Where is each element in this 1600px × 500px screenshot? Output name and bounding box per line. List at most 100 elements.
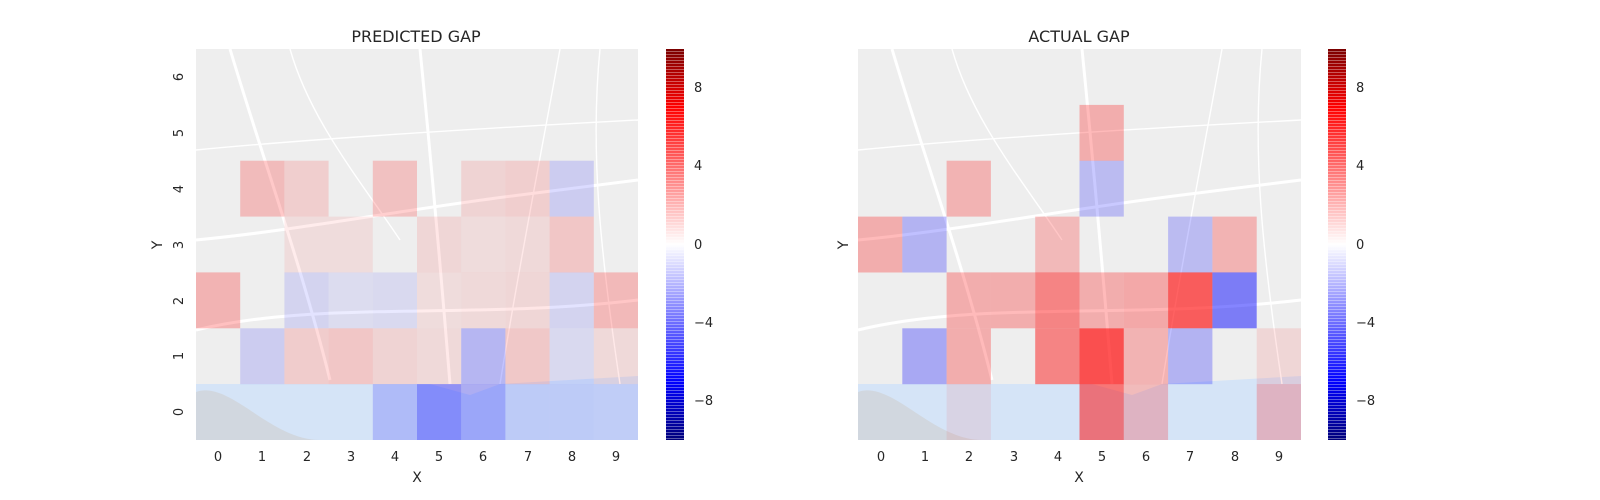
heatmap-cell xyxy=(372,272,417,329)
heatmap-cell xyxy=(549,328,594,385)
heatmap-cell xyxy=(372,384,417,440)
heatmap-cell xyxy=(1168,328,1213,385)
heatmap-cell xyxy=(1256,328,1301,385)
heatmap-cell xyxy=(240,160,285,217)
y-tick-label: 3 xyxy=(172,241,187,249)
heatmap-cell xyxy=(505,384,550,440)
x-tick-label: 6 xyxy=(1142,450,1150,465)
x-tick-label: 0 xyxy=(214,450,222,465)
chart-title: PREDICTED GAP xyxy=(351,27,481,46)
heatmap-cell xyxy=(461,272,506,329)
x-axis-label: X xyxy=(412,470,422,486)
x-tick-label: 9 xyxy=(1275,450,1283,465)
heatmap-cells xyxy=(196,160,638,440)
heatmap-cell xyxy=(593,272,638,329)
heatmap-cell xyxy=(902,328,947,385)
colorbar-tick-label: 0 xyxy=(694,238,702,253)
heatmap-cell xyxy=(328,272,373,329)
x-tick-label: 6 xyxy=(479,450,487,465)
y-tick-label: 6 xyxy=(172,73,187,81)
heatmap-cell xyxy=(549,160,594,217)
colorbar-tick-label: −8 xyxy=(694,394,713,409)
colorbar-tick-label: 4 xyxy=(1356,159,1364,174)
heatmap-cell xyxy=(1256,384,1301,440)
heatmap-cell xyxy=(946,384,991,440)
heatmap-cell xyxy=(1079,384,1124,440)
actual-gap-panel: ACTUAL GAP 0 1 2 3 4 5 6 7 8 9 X xyxy=(836,27,1375,486)
heatmap-cell xyxy=(946,160,991,217)
x-tick-label: 7 xyxy=(1186,450,1194,465)
heatmap-cell xyxy=(1123,328,1169,385)
heatmap-cell xyxy=(1168,272,1213,329)
heatmap-cell xyxy=(1079,104,1124,161)
heatmap-cell xyxy=(549,272,594,329)
heatmap-cell xyxy=(284,328,329,385)
x-tick-label: 5 xyxy=(435,450,443,465)
x-tick-label: 2 xyxy=(303,450,311,465)
heatmap-cell xyxy=(505,160,550,217)
x-axis: 0 1 2 3 4 5 6 7 8 9 X xyxy=(214,450,620,486)
heatmap-cell xyxy=(196,272,241,329)
heatmap-cell xyxy=(284,160,329,217)
heatmap-cell xyxy=(1079,160,1124,217)
heatmap-cell xyxy=(372,328,417,385)
x-tick-label: 4 xyxy=(391,450,399,465)
heatmap-cell xyxy=(372,160,417,217)
heatmap-cell xyxy=(1123,272,1169,329)
colorbar-tick-label: −8 xyxy=(1356,394,1375,409)
heatmap-cell xyxy=(1212,272,1257,329)
y-tick-label: 1 xyxy=(172,352,187,360)
x-tick-label: 5 xyxy=(1098,450,1106,465)
y-axis-label: Y xyxy=(836,240,852,250)
heatmap-cell xyxy=(1079,272,1124,329)
chart-title: ACTUAL GAP xyxy=(1028,27,1130,46)
y-tick-label: 4 xyxy=(172,185,187,193)
heatmap-cell xyxy=(593,384,638,440)
heatmap-cell xyxy=(1123,384,1169,440)
y-axis-label: Y xyxy=(150,240,166,250)
heatmap-cell xyxy=(505,272,550,329)
heatmap-cell xyxy=(946,272,991,329)
y-tick-label: 0 xyxy=(172,408,187,416)
x-tick-label: 8 xyxy=(568,450,576,465)
heatmap-cell xyxy=(990,272,1036,329)
y-tick-label: 5 xyxy=(172,129,187,137)
colorbar-tick-label: −4 xyxy=(694,316,713,331)
colorbar: 8 4 0 −4 −8 xyxy=(666,49,713,440)
heatmap-cell xyxy=(593,328,638,385)
heatmap-cell xyxy=(549,384,594,440)
heatmap-cell xyxy=(417,384,462,440)
heatmap-cell xyxy=(240,328,285,385)
heatmap-cell xyxy=(549,216,594,273)
colorbar-tick-label: −4 xyxy=(1356,316,1375,331)
heatmap-cell xyxy=(858,216,903,273)
colorbar-tick-label: 4 xyxy=(694,159,702,174)
heatmap-cell xyxy=(1079,328,1124,385)
x-tick-label: 7 xyxy=(524,450,532,465)
heatmap-cell xyxy=(461,384,506,440)
heatmap-cell xyxy=(417,328,462,385)
heatmap-cell xyxy=(417,272,462,329)
heatmap-cell xyxy=(1035,328,1080,385)
heatmap-cells xyxy=(858,104,1301,440)
heatmap-cell xyxy=(284,272,329,329)
heatmap-cell xyxy=(1212,216,1257,273)
heatmap-cell xyxy=(946,328,991,385)
heatmap-cell xyxy=(328,216,373,273)
colorbar-tick-label: 0 xyxy=(1356,238,1364,253)
x-tick-label: 1 xyxy=(258,450,266,465)
heatmap-cell xyxy=(461,328,506,385)
x-tick-label: 0 xyxy=(877,450,885,465)
x-tick-label: 1 xyxy=(921,450,929,465)
colorbar: 8 4 0 −4 −8 xyxy=(1328,49,1375,440)
map-background xyxy=(195,48,639,440)
x-tick-label: 9 xyxy=(612,450,620,465)
heatmap-cell xyxy=(505,328,550,385)
x-tick-label: 3 xyxy=(1010,450,1018,465)
heatmap-cell xyxy=(505,216,550,273)
colorbar-tick-label: 8 xyxy=(1356,81,1364,96)
heatmap-cell xyxy=(1035,272,1080,329)
y-axis: Y xyxy=(836,240,852,250)
heatmap-cell xyxy=(461,216,506,273)
